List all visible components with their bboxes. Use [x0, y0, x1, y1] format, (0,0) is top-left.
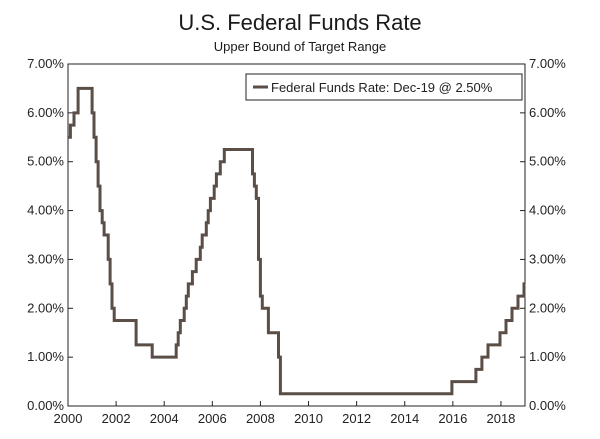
y-tick-label-left: 6.00%: [27, 105, 64, 120]
x-tick-label: 2018: [486, 411, 515, 426]
y-tick-label-right: 2.00%: [529, 300, 566, 315]
y-tick-label-right: 5.00%: [529, 154, 566, 169]
x-tick-label: 2004: [150, 411, 179, 426]
y-tick-label-right: 6.00%: [529, 105, 566, 120]
x-tick-label: 2016: [438, 411, 467, 426]
y-tick-label-right: 3.00%: [529, 251, 566, 266]
y-tick-label-left: 1.00%: [27, 349, 64, 364]
y-tick-label-right: 7.00%: [529, 56, 566, 71]
y-tick-label-left: 4.00%: [27, 203, 64, 218]
x-tick-label: 2012: [342, 411, 371, 426]
legend-label: Federal Funds Rate: Dec-19 @ 2.50%: [271, 80, 493, 95]
y-tick-label-left: 2.00%: [27, 300, 64, 315]
x-tick-label: 2014: [390, 411, 419, 426]
chart-subtitle: Upper Bound of Target Range: [213, 39, 387, 54]
y-tick-label-left: 5.00%: [27, 154, 64, 169]
chart-title: U.S. Federal Funds Rate: [178, 10, 422, 35]
y-tick-label-left: 7.00%: [27, 56, 64, 71]
x-tick-label: 2010: [294, 411, 323, 426]
plot-frame: [67, 63, 526, 407]
x-tick-label: 2002: [102, 411, 131, 426]
x-tick-label: 2006: [198, 411, 227, 426]
y-tick-label-right: 1.00%: [529, 349, 566, 364]
series-line: [68, 86, 526, 396]
y-tick-label-left: 3.00%: [27, 251, 64, 266]
y-tick-label-right: 0.00%: [529, 398, 566, 413]
x-tick-label: 2000: [54, 411, 83, 426]
x-tick-label: 2008: [246, 411, 275, 426]
y-tick-label-left: 0.00%: [27, 398, 64, 413]
legend-box: [245, 73, 523, 101]
y-tick-label-right: 4.00%: [529, 203, 566, 218]
